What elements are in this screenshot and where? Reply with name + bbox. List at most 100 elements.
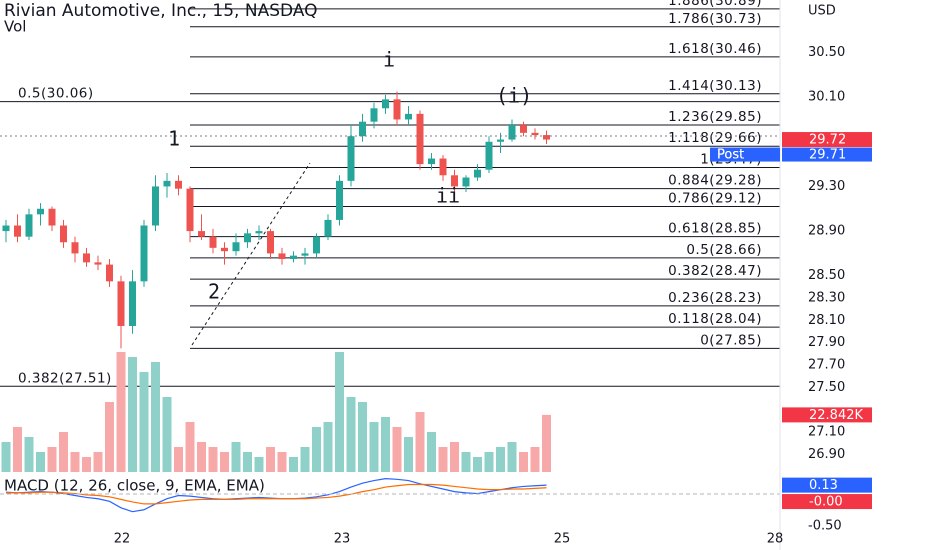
price-badge: [782, 407, 872, 423]
fib-label: 1.414(30.13): [668, 78, 762, 94]
candle-body: [278, 253, 286, 260]
candle-body: [83, 253, 90, 263]
fib-label: 1.618(30.46): [668, 41, 762, 57]
volume-bar: [381, 417, 390, 472]
candle-body: [25, 214, 33, 237]
volume-bar: [392, 427, 402, 472]
y-tick-label: -0.50: [808, 518, 842, 533]
candle-body: [520, 125, 527, 133]
fib-label: 0(27.85): [700, 332, 762, 348]
candle-body: [497, 139, 504, 142]
candle-body: [324, 219, 332, 237]
volume-bar: [323, 422, 333, 472]
volume-bar: [116, 352, 126, 472]
macd-line: [6, 483, 547, 505]
price-badge: [782, 494, 872, 510]
fib-label: 1.786(30.73): [668, 11, 762, 27]
volume-bar: [105, 402, 114, 472]
price-badge: [782, 132, 872, 148]
volume-bar: [243, 452, 252, 472]
candle-body: [531, 132, 539, 136]
y-tick-label: 28.30: [808, 291, 845, 306]
candle-body: [94, 262, 102, 265]
fib-label: 0.118(28.04): [668, 311, 762, 327]
volume-bar: [519, 452, 528, 472]
post-tag: [710, 147, 780, 162]
fib-label: 1.118(29.66): [668, 130, 762, 146]
volume-bar: [473, 457, 482, 472]
volume-bar: [185, 422, 195, 472]
volume-bar: [289, 457, 298, 472]
candle-body: [152, 186, 159, 226]
candle-body: [462, 177, 470, 187]
x-tick-label: 23: [334, 532, 351, 547]
candle-body: [301, 253, 309, 256]
volume-bar: [82, 457, 91, 472]
volume-bar: [335, 352, 344, 472]
volume-bar: [93, 452, 103, 472]
wave-label: (i): [496, 84, 532, 108]
candle-body: [175, 180, 182, 189]
candle-body: [416, 113, 424, 165]
candle-body: [405, 113, 412, 120]
y-tick-label: 27.10: [808, 425, 845, 440]
fib-label: 0.382(27.51): [18, 370, 112, 386]
fib-label: 0.5(28.66): [686, 242, 762, 258]
candle-body: [117, 281, 125, 326]
candle-body: [382, 99, 389, 109]
volume-bar: [162, 397, 172, 472]
candle-body: [336, 180, 343, 220]
volume-bar: [438, 447, 448, 472]
candle-body: [290, 255, 297, 260]
candle-body: [428, 158, 435, 165]
chart-title: Rivian Automotive, Inc., 15, NASDAQ: [4, 1, 318, 21]
fib-label: 0.786(29.12): [668, 191, 762, 207]
fib-label: 1.886(30.89): [668, 0, 762, 9]
volume-label: Vol: [4, 18, 26, 36]
candle-body: [209, 236, 217, 248]
candle-body: [508, 125, 516, 140]
candle-body: [267, 231, 274, 254]
badge-value: 29.71: [809, 148, 846, 163]
badge-value: 0.13: [809, 478, 838, 493]
candle-body: [474, 169, 481, 178]
volume-bar: [427, 432, 436, 472]
wave-label: 2: [208, 280, 220, 304]
y-tick-label: 30.50: [808, 45, 845, 60]
wave-label: i: [383, 48, 395, 72]
x-tick-label: 22: [114, 532, 131, 547]
volume-bar: [70, 452, 80, 472]
volume-bar: [496, 447, 505, 472]
x-tick-label: 25: [554, 532, 571, 547]
candle-body: [163, 180, 171, 187]
volume-bar: [128, 357, 137, 472]
volume-bar: [139, 372, 149, 472]
volume-bar: [312, 427, 321, 472]
y-tick-label: 27.50: [808, 380, 845, 395]
candle-body: [451, 175, 458, 187]
y-tick-label: 28.90: [808, 224, 845, 239]
volume-bar: [13, 427, 22, 472]
volume-bar: [461, 452, 471, 472]
candle-body: [60, 225, 67, 243]
post-label: Post: [717, 148, 744, 163]
candle-body: [186, 188, 194, 232]
volume-bar: [415, 412, 425, 472]
candle-body: [14, 225, 21, 237]
volume-bar: [220, 452, 229, 472]
candle-body: [48, 208, 56, 226]
volume-bar: [369, 422, 379, 472]
post-badge: [782, 147, 872, 162]
y-tick-label: 30.10: [808, 90, 845, 105]
y-tick-label: 27.90: [808, 335, 845, 350]
candle-body: [347, 136, 355, 181]
wave-label: ii: [436, 184, 460, 208]
fib-label: 0.382(28.47): [668, 263, 762, 279]
volume-bar: [266, 447, 275, 472]
candle-body: [221, 247, 228, 252]
volume-bar: [197, 442, 206, 472]
macd-label: MACD (12, 26, close, 9, EMA, EMA): [4, 477, 265, 495]
wave-label: 1: [168, 127, 180, 151]
candle-body: [313, 236, 320, 254]
